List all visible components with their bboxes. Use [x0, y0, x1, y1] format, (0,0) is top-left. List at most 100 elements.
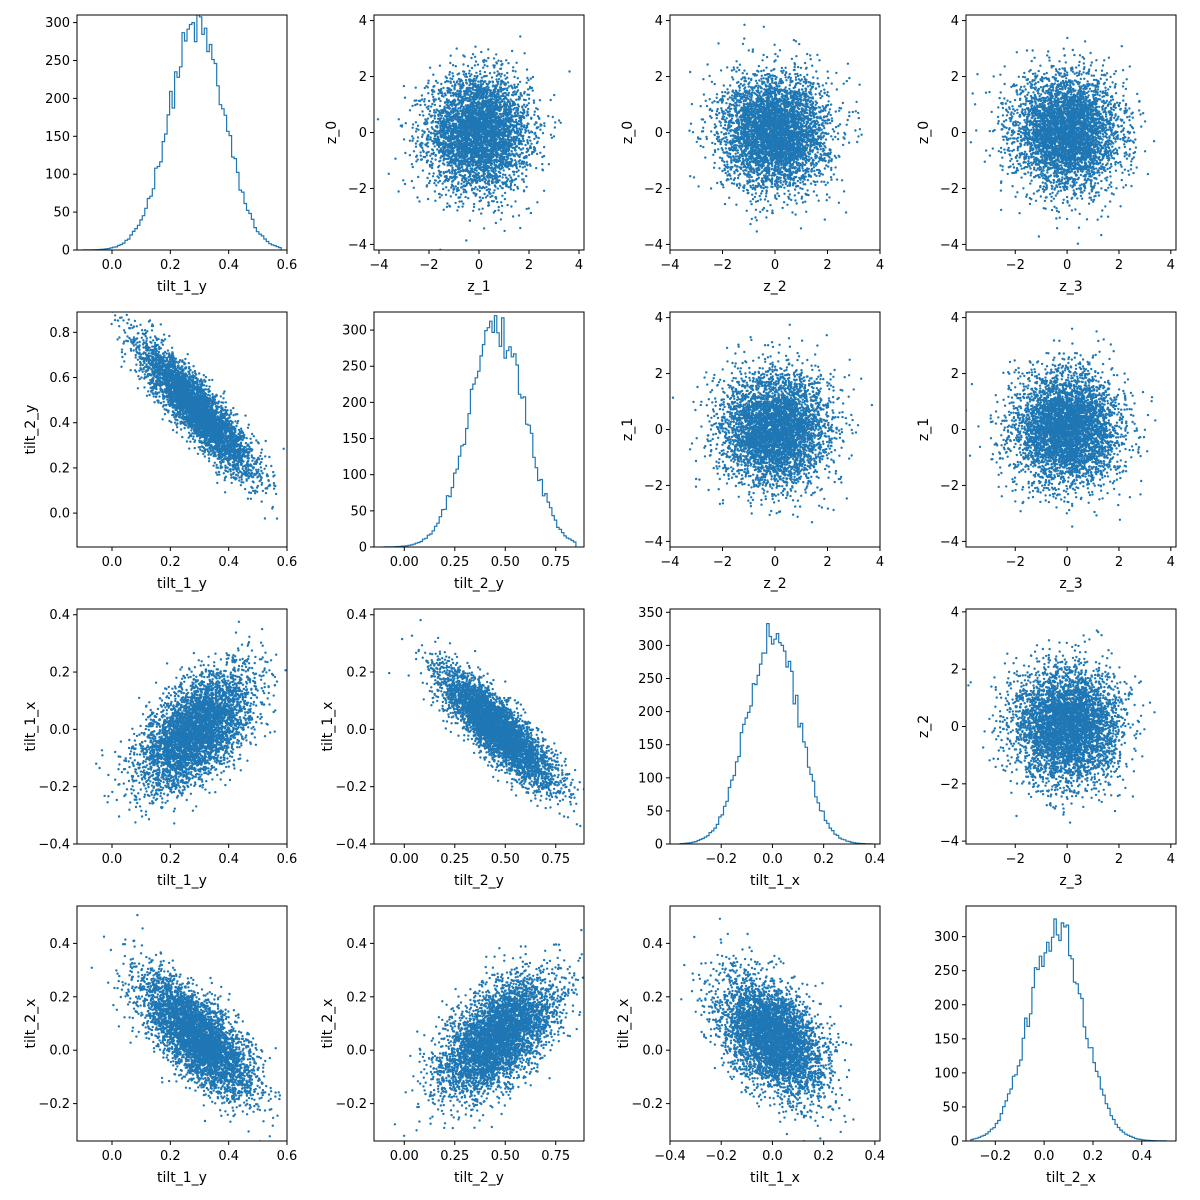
- scatter-point: [491, 200, 493, 202]
- scatter-point: [404, 97, 406, 99]
- scatter-point: [438, 89, 440, 91]
- scatter-point: [429, 180, 431, 182]
- scatter-point: [433, 109, 435, 111]
- scatter-point: [489, 72, 491, 74]
- scatter-point: [516, 127, 518, 129]
- scatter-point: [468, 128, 470, 130]
- scatter-point: [415, 121, 417, 123]
- subplot-0-1: −4 −2 0 2 4−4−2024z_1z_0: [324, 14, 584, 295]
- scatter-point: [451, 85, 453, 87]
- scatter-point: [489, 90, 491, 92]
- scatter-point: [505, 104, 507, 106]
- scatter-point: [505, 82, 507, 84]
- scatter-point: [524, 165, 526, 167]
- scatter-point: [451, 102, 453, 104]
- scatter-point: [554, 126, 556, 128]
- scatter-point: [465, 239, 467, 241]
- scatter-point: [527, 108, 529, 110]
- scatter-point: [427, 198, 429, 200]
- scatter-point: [455, 194, 457, 196]
- scatter-point: [482, 67, 484, 69]
- scatter-point: [487, 202, 489, 204]
- scatter-point: [449, 136, 451, 138]
- scatter-point: [451, 167, 453, 169]
- scatter-point: [521, 173, 523, 175]
- scatter-point: [510, 154, 512, 156]
- scatter-point: [553, 94, 555, 96]
- scatter-point: [439, 171, 441, 173]
- scatter-point: [479, 90, 481, 92]
- scatter-point: [502, 163, 504, 165]
- scatter-point: [452, 150, 454, 152]
- scatter-point: [472, 53, 474, 55]
- scatter-point: [507, 156, 509, 158]
- scatter-point: [461, 131, 463, 133]
- scatter-point: [476, 162, 478, 164]
- scatter-point: [394, 158, 396, 160]
- scatter-point: [478, 121, 480, 123]
- scatter-point: [445, 135, 447, 137]
- scatter-point: [484, 80, 486, 82]
- scatter-point: [500, 90, 502, 92]
- scatter-point: [483, 227, 485, 229]
- scatter-point: [503, 182, 505, 184]
- scatter-point: [451, 180, 453, 182]
- scatter-point: [461, 156, 463, 158]
- scatter-point: [448, 115, 450, 117]
- scatter-point: [437, 93, 439, 95]
- scatter-point: [458, 121, 460, 123]
- scatter-point: [830, 103, 832, 105]
- scatter-point: [471, 164, 473, 166]
- scatter-point: [467, 65, 469, 67]
- scatter-point: [458, 90, 460, 92]
- scatter-point: [411, 105, 413, 107]
- scatter-point: [494, 103, 496, 105]
- scatter-point: [412, 137, 414, 139]
- scatter-point: [423, 100, 425, 102]
- scatter-point: [437, 114, 439, 116]
- scatter-point: [421, 136, 423, 138]
- scatter-point: [484, 160, 486, 162]
- scatter-point: [481, 157, 483, 159]
- scatter-point: [509, 125, 511, 127]
- scatter-point: [521, 112, 523, 114]
- scatter-point: [435, 98, 437, 100]
- scatter-point: [519, 81, 521, 83]
- scatter-point: [484, 178, 486, 180]
- scatter-point: [434, 200, 436, 202]
- scatter-point: [510, 164, 512, 166]
- plot-content: [83, 8, 281, 250]
- scatter-point: [449, 91, 451, 93]
- scatter-point: [732, 78, 734, 80]
- y-tick-label: 2: [359, 70, 367, 85]
- scatter-point: [481, 113, 483, 115]
- scatter-point: [478, 185, 480, 187]
- scatter-point: [415, 156, 417, 158]
- scatter-point: [461, 119, 463, 121]
- scatter-point: [542, 132, 544, 134]
- scatter-point: [543, 155, 545, 157]
- scatter-point: [434, 145, 436, 147]
- scatter-point: [475, 172, 477, 174]
- scatter-point: [526, 208, 528, 210]
- scatter-point: [528, 154, 530, 156]
- scatter-point: [409, 140, 411, 142]
- scatter-point: [465, 73, 467, 75]
- scatter-point: [404, 152, 406, 154]
- scatter-point: [525, 130, 527, 132]
- scatter-point: [449, 172, 451, 174]
- scatter-point: [439, 124, 441, 126]
- scatter-point: [488, 204, 490, 206]
- scatter-point: [470, 112, 472, 114]
- scatter-point: [492, 192, 494, 194]
- scatter-point: [528, 207, 530, 209]
- scatter-point: [539, 152, 541, 154]
- scatter-point: [793, 39, 795, 41]
- scatter-point: [446, 143, 448, 145]
- scatter-point: [430, 132, 432, 134]
- scatter-point: [518, 105, 520, 107]
- scatter-point: [500, 75, 502, 77]
- scatter-point: [512, 94, 514, 96]
- scatter-point: [494, 100, 496, 102]
- scatter-point: [514, 103, 516, 105]
